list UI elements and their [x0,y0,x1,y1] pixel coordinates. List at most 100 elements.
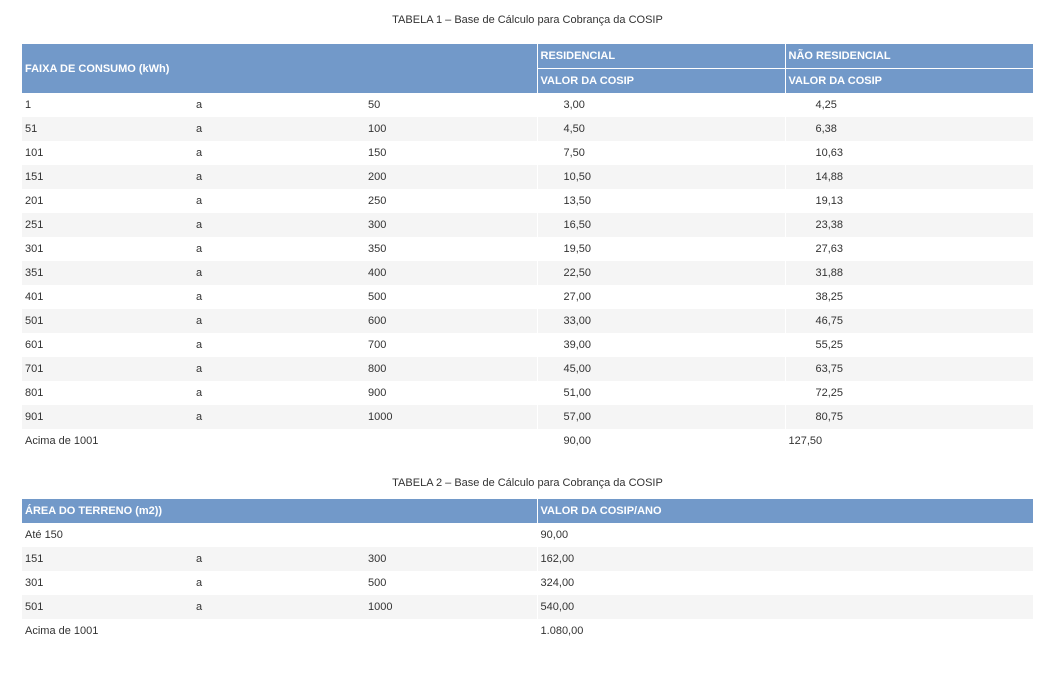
range-from-cell: 501 [22,309,193,333]
table-row: Acima de 1001 90,00 127,50 [22,429,1033,453]
nao-residencial-value-cell: 72,25 [785,381,1033,405]
header-faixa-consumo: FAIXA DE CONSUMO (kWh) [22,44,538,93]
residencial-value-cell: 33,00 [537,309,786,333]
range-from-cell: 901 [22,405,193,429]
residencial-value-cell: 27,00 [537,285,786,309]
range-label-cell: Acima de 1001 [22,429,538,453]
range-separator-cell: a [193,571,365,595]
residencial-value-cell: 7,50 [537,141,786,165]
table2-caption: TABELA 2 – Base de Cálculo para Cobrança… [392,477,663,489]
table-row: 501 a 1000 540,00 [22,595,1034,619]
range-from-cell: 1 [22,93,193,117]
header-valor-cosip-nao-residencial: VALOR DA COSIP [785,68,1033,93]
table-row: Até 150 90,00 [22,523,1034,547]
table-row: 151 a 200 10,50 14,88 [22,165,1033,189]
residencial-value-cell: 4,50 [537,117,786,141]
range-to-cell: 1000 [365,405,538,429]
range-to-cell: 1000 [365,595,538,619]
range-to-cell: 600 [365,309,538,333]
range-to-cell: 500 [365,285,538,309]
area-label-cell: Acima de 1001 [22,619,538,643]
header-nao-residencial: NÃO RESIDENCIAL [785,44,1033,69]
range-separator-cell: a [193,285,365,309]
range-from-cell: 201 [22,189,193,213]
range-to-cell: 900 [365,381,538,405]
table-row: 501 a 600 33,00 46,75 [22,309,1033,333]
header-area-terreno: ÁREA DO TERRENO (m2)) [22,499,538,523]
range-separator-cell: a [193,141,365,165]
range-to-cell: 150 [365,141,538,165]
residencial-value-cell: 90,00 [537,429,786,453]
residencial-value-cell: 13,50 [537,189,786,213]
range-separator-cell: a [193,405,365,429]
range-separator-cell: a [193,93,365,117]
range-from-cell: 301 [22,571,193,595]
residencial-value-cell: 39,00 [537,333,786,357]
valor-ano-cell: 540,00 [537,595,1034,619]
nao-residencial-value-cell: 55,25 [785,333,1033,357]
range-separator-cell: a [193,333,365,357]
valor-ano-cell: 90,00 [537,523,1034,547]
nao-residencial-value-cell: 10,63 [785,141,1033,165]
table-row: 601 a 700 39,00 55,25 [22,333,1033,357]
range-from-cell: 101 [22,141,193,165]
residencial-value-cell: 19,50 [537,237,786,261]
range-to-cell: 500 [365,571,538,595]
valor-ano-cell: 162,00 [537,547,1034,571]
table-row: Acima de 1001 1.080,00 [22,619,1034,643]
range-from-cell: 401 [22,285,193,309]
table1-body: 1 a 50 3,00 4,25 51 a 100 4,50 6,38 101 a 150 7,50 10,… [22,93,1033,453]
table-row: 351 a 400 22,50 31,88 [22,261,1033,285]
residencial-value-cell: 3,00 [537,93,786,117]
range-to-cell: 50 [365,93,538,117]
residencial-value-cell: 45,00 [537,357,786,381]
range-to-cell: 700 [365,333,538,357]
table-row: 301 a 350 19,50 27,63 [22,237,1033,261]
nao-residencial-value-cell: 19,13 [785,189,1033,213]
range-separator-cell: a [193,261,365,285]
range-from-cell: 251 [22,213,193,237]
range-separator-cell: a [193,595,365,619]
table-row: 251 a 300 16,50 23,38 [22,213,1033,237]
range-from-cell: 701 [22,357,193,381]
range-separator-cell: a [193,117,365,141]
range-to-cell: 350 [365,237,538,261]
residencial-value-cell: 16,50 [537,213,786,237]
range-to-cell: 100 [365,117,538,141]
range-separator-cell: a [193,165,365,189]
residencial-value-cell: 51,00 [537,381,786,405]
range-separator-cell: a [193,237,365,261]
nao-residencial-value-cell: 27,63 [785,237,1033,261]
range-from-cell: 151 [22,547,193,571]
table-row: 701 a 800 45,00 63,75 [22,357,1033,381]
header-residencial: RESIDENCIAL [537,44,786,69]
nao-residencial-value-cell: 80,75 [785,405,1033,429]
table-row: 51 a 100 4,50 6,38 [22,117,1033,141]
table-row: 401 a 500 27,00 38,25 [22,285,1033,309]
range-separator-cell: a [193,213,365,237]
table1-caption: TABELA 1 – Base de Cálculo para Cobrança… [392,14,663,26]
range-separator-cell: a [193,357,365,381]
nao-residencial-value-cell: 38,25 [785,285,1033,309]
nao-residencial-value-cell: 46,75 [785,309,1033,333]
table-row: 201 a 250 13,50 19,13 [22,189,1033,213]
nao-residencial-value-cell: 6,38 [785,117,1033,141]
nao-residencial-value-cell: 4,25 [785,93,1033,117]
range-separator-cell: a [193,189,365,213]
range-from-cell: 51 [22,117,193,141]
valor-ano-cell: 324,00 [537,571,1034,595]
table-row: 1 a 50 3,00 4,25 [22,93,1033,117]
table-row: 801 a 900 51,00 72,25 [22,381,1033,405]
residencial-value-cell: 57,00 [537,405,786,429]
range-to-cell: 250 [365,189,538,213]
range-separator-cell: a [193,381,365,405]
residencial-value-cell: 10,50 [537,165,786,189]
residencial-value-cell: 22,50 [537,261,786,285]
nao-residencial-value-cell: 127,50 [785,429,1033,453]
nao-residencial-value-cell: 63,75 [785,357,1033,381]
table-row: 151 a 300 162,00 [22,547,1034,571]
range-to-cell: 300 [365,213,538,237]
table-row: 101 a 150 7,50 10,63 [22,141,1033,165]
valor-ano-cell: 1.080,00 [537,619,1034,643]
range-from-cell: 301 [22,237,193,261]
